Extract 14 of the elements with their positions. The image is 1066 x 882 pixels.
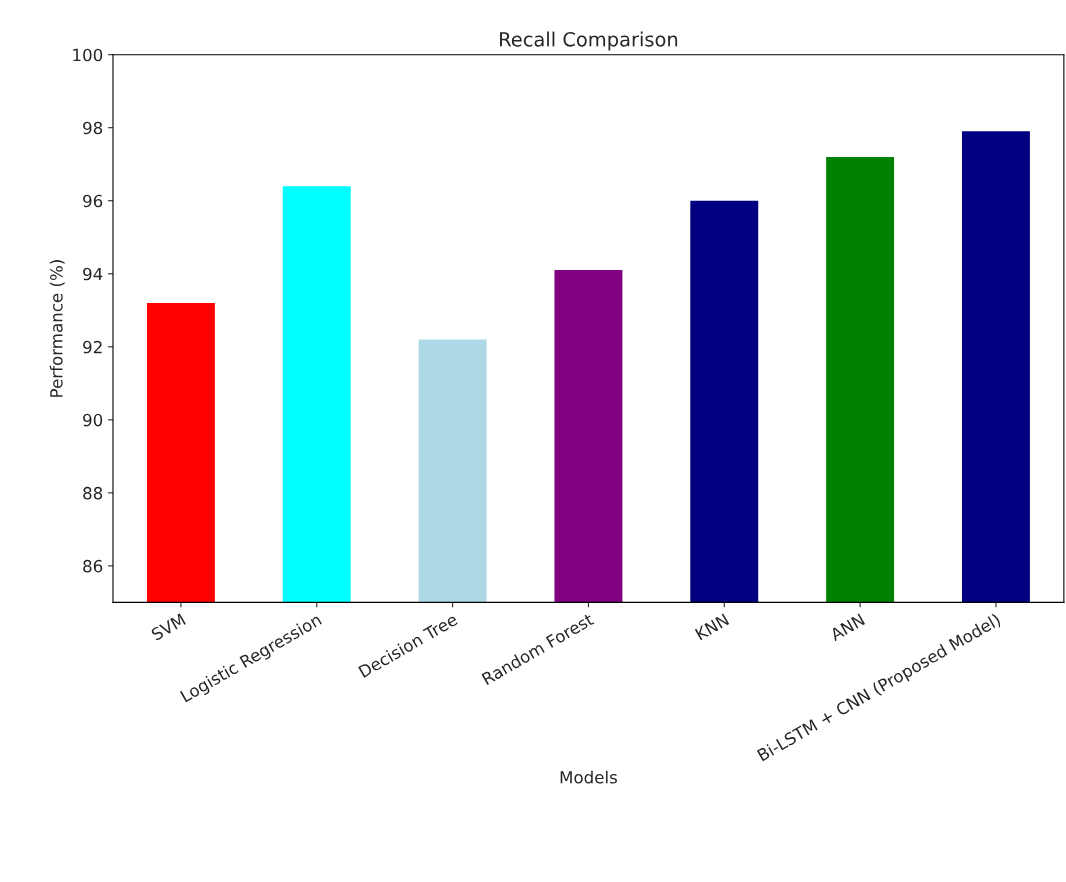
x-tick-label: ANN (829, 613, 866, 642)
y-tick-label: 96 (83, 194, 103, 208)
y-tick-label: 86 (83, 559, 103, 573)
x-tick-label: SVM (150, 613, 186, 641)
y-tick-label: 94 (83, 267, 103, 281)
x-axis-title: Models (560, 770, 617, 784)
y-tick-label: 100 (73, 48, 103, 62)
y-tick-label: 90 (83, 413, 103, 427)
y-axis-title: Performance (%) (49, 260, 65, 397)
y-tick-label: 98 (83, 121, 103, 135)
chart-title: Recall Comparison (500, 31, 678, 51)
y-tick-label: 92 (83, 340, 102, 354)
x-tick-label: KNN (694, 613, 730, 641)
y-tick-label: 88 (83, 486, 103, 500)
